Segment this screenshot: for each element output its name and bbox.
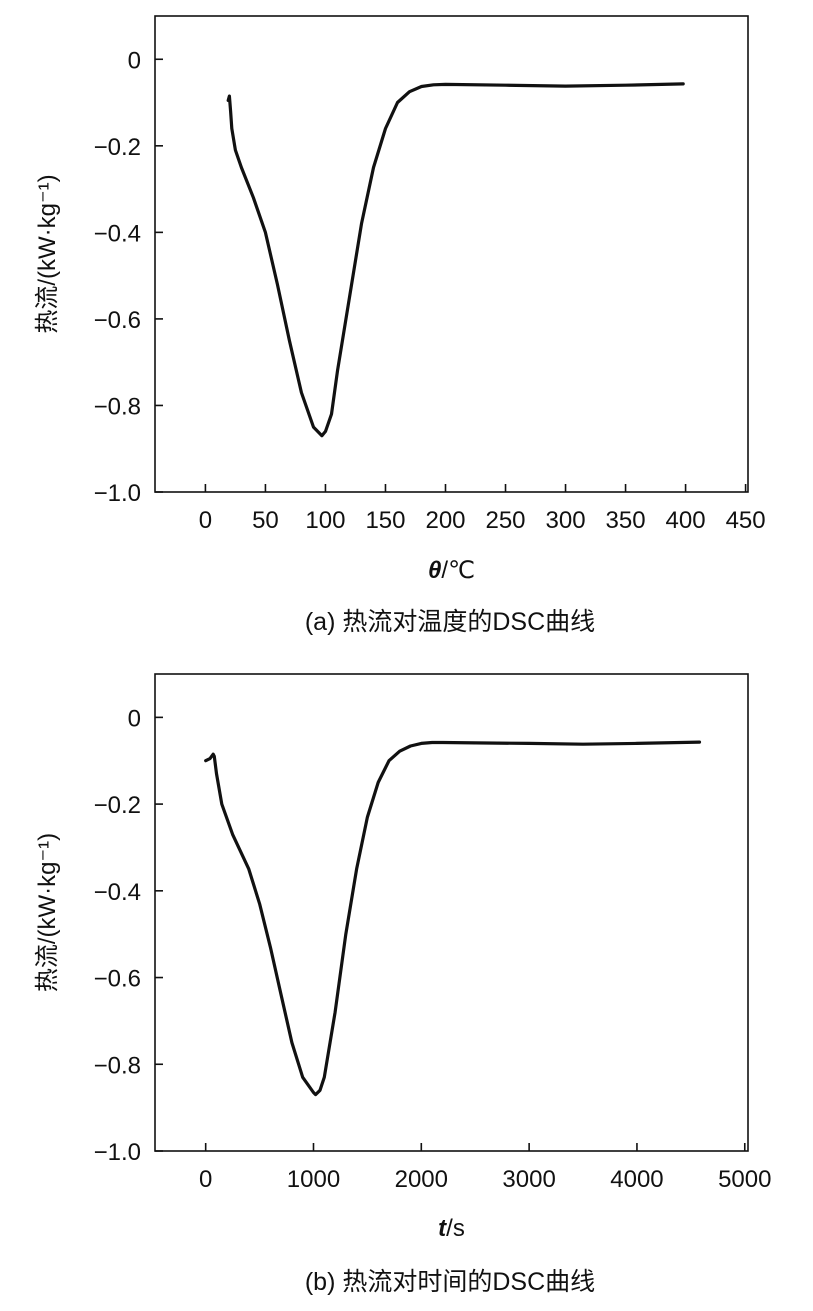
x-tick-label: 400 xyxy=(666,507,706,534)
y-tick-label: −1.0 xyxy=(94,1139,141,1166)
x-axis-label: θ/℃ xyxy=(428,557,475,584)
x-tick-label: 450 xyxy=(726,507,766,534)
plot-frame xyxy=(154,673,749,1152)
dsc-curve xyxy=(204,740,702,1097)
x-tick-label: 200 xyxy=(425,507,465,534)
figure-caption: (a) 热流对温度的DSC曲线 xyxy=(305,608,595,636)
x-tick-label: 50 xyxy=(252,507,279,534)
y-tick-label: −0.4 xyxy=(94,220,141,247)
x-tick-label: 150 xyxy=(365,507,405,534)
y-tick-label: −0.8 xyxy=(94,393,141,420)
x-tick-label: 3000 xyxy=(502,1166,555,1193)
y-tick-label: 0 xyxy=(128,47,141,74)
x-tick-label: 5000 xyxy=(718,1166,771,1193)
x-tick-label: 2000 xyxy=(395,1166,448,1193)
y-axis-label: 热流/(kW·kg⁻¹) xyxy=(34,174,61,333)
x-tick-label: 350 xyxy=(606,507,646,534)
chart-b: 0 1000 2000 3000 4000 5000 0 −0.2 −0.4 −0.6 −0.8 −1… xyxy=(34,673,771,1296)
y-tick-label: −0.2 xyxy=(94,134,141,161)
y-tick-label: −0.6 xyxy=(94,307,141,334)
x-tick-label: 1000 xyxy=(287,1166,340,1193)
y-tick-label: 0 xyxy=(128,705,141,732)
y-tick-label: −1.0 xyxy=(94,480,141,507)
y-tick-label: −0.8 xyxy=(94,1052,141,1079)
x-tick-label: 100 xyxy=(305,507,345,534)
y-tick-label: −0.6 xyxy=(94,966,141,993)
y-axis-label: 热流/(kW·kg⁻¹) xyxy=(34,833,61,992)
y-tick-label: −0.2 xyxy=(94,792,141,819)
x-tick-label: 250 xyxy=(485,507,525,534)
x-tick-label: 0 xyxy=(199,1166,212,1193)
figure-caption: (b) 热流对时间的DSC曲线 xyxy=(305,1268,595,1296)
x-tick-label: 300 xyxy=(546,507,586,534)
y-tick-label: −0.4 xyxy=(94,879,141,906)
x-tick-label: 0 xyxy=(199,507,212,534)
x-axis-label: t/s xyxy=(438,1215,465,1242)
chart-a: 0 50 100 150 200 250 300 350 400 450 0 −0.2 −0.4 −0.6… xyxy=(34,15,766,636)
dsc-curve xyxy=(226,82,685,438)
plot-frame xyxy=(154,15,749,493)
x-tick-label: 4000 xyxy=(610,1166,663,1193)
